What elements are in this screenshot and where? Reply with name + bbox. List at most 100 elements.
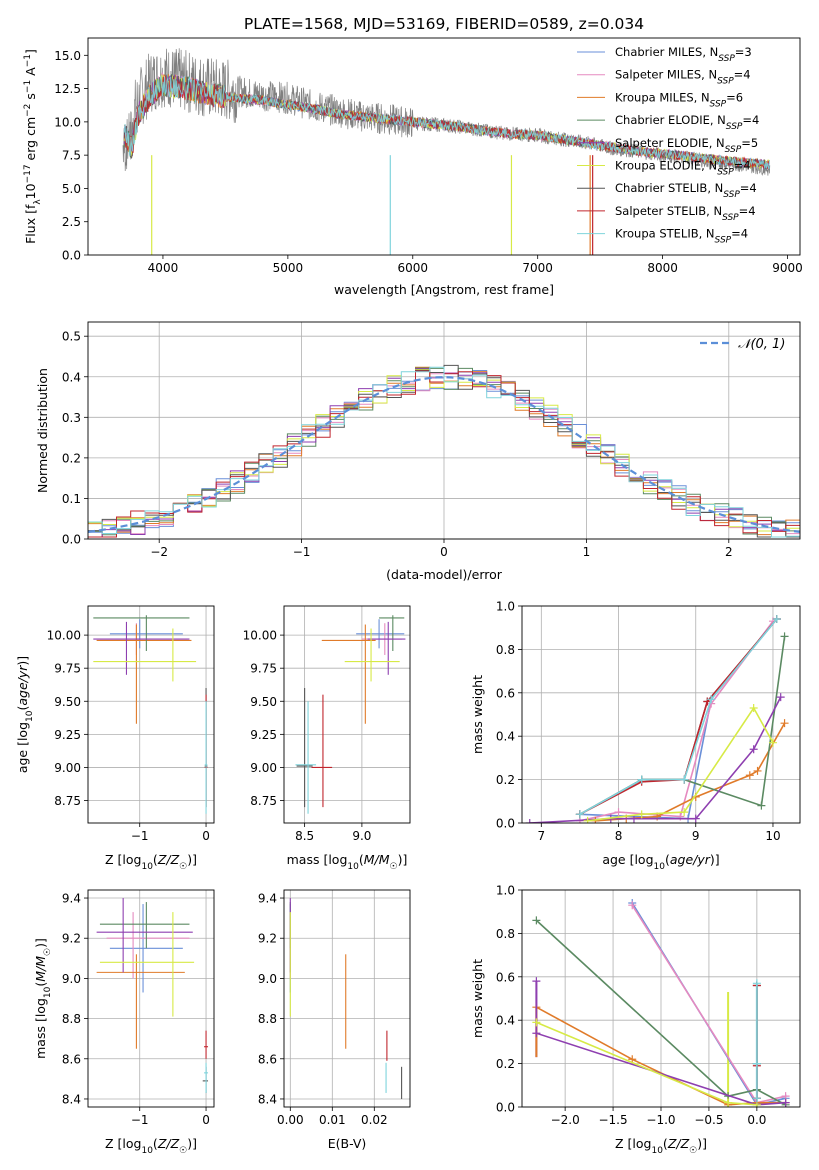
histogram-step-line	[88, 366, 800, 538]
x-tick-label: 7000	[522, 261, 553, 275]
age-vs-Z-plot-area	[93, 615, 208, 814]
y-tick-label: 8.75	[250, 794, 277, 808]
x-tick-label: −2	[150, 545, 168, 559]
series-marker	[614, 808, 623, 817]
mass-vs-Z-plot-area	[96, 898, 209, 1093]
y-tick-label: 0.2	[496, 773, 515, 787]
y-tick-label: 9.25	[54, 728, 81, 742]
series-marker	[749, 745, 758, 754]
x-axis-label: (data-model)/error	[386, 567, 503, 582]
x-tick-label: 7	[537, 829, 545, 843]
y-tick-label: 9.00	[250, 761, 277, 775]
y-tick-label: 0.0	[496, 817, 515, 831]
y-axis-label: mass weight	[470, 675, 485, 754]
x-tick-label: 2	[725, 545, 733, 559]
axes-frame	[87, 605, 215, 824]
x-tick-label: 0.0	[747, 1113, 766, 1127]
mass-weight-vs-age-plot-area	[525, 615, 789, 823]
legend-entry: Kroupa MILES, NSSP=6	[615, 90, 743, 109]
x-axis-label: E(B-V)	[328, 1136, 367, 1151]
axes-frame	[87, 889, 215, 1108]
series-marker	[637, 810, 646, 819]
y-tick-label: 0.4	[496, 730, 515, 744]
y-tick-label: 0.0	[496, 1101, 515, 1115]
series-marker	[780, 719, 789, 728]
y-tick-label: 0.4	[62, 370, 81, 384]
series-marker	[752, 979, 761, 988]
series-marker	[583, 816, 592, 823]
series-marker	[757, 801, 766, 810]
series-marker	[532, 1018, 541, 1027]
axes-frame	[521, 605, 801, 824]
x-axis-label: mass [log10(M/M☉)]	[287, 852, 408, 872]
y-tick-label: 0.6	[496, 970, 515, 984]
mass-vs-ebv-panel: 0.00 0.01 0.02 8.4 8.6 8.8 9.0 9.2 9.4 E(B-V)	[258, 889, 411, 1151]
axes-frame	[283, 605, 411, 824]
x-tick-label: 8	[615, 829, 623, 843]
y-tick-label: 9.00	[54, 761, 81, 775]
y-tick-label: 0.8	[496, 927, 515, 941]
y-tick-label: 9.0	[62, 972, 81, 986]
y-tick-label: 8.4	[258, 1092, 277, 1106]
spectrum-model-line	[123, 74, 770, 169]
series-marker	[780, 632, 789, 641]
axes-frame	[283, 889, 411, 1108]
x-tick-label: −2.0	[551, 1113, 580, 1127]
y-tick-label: 0.4	[496, 1014, 515, 1028]
legend-entry: Salpeter MILES, NSSP=4	[615, 68, 751, 87]
axes-frame	[87, 321, 801, 540]
legend-entry: Salpeter STELIB, NSSP=4	[615, 204, 756, 223]
y-tick-label: 0.0	[62, 533, 81, 547]
y-axis-label: Normed distribution	[35, 368, 50, 493]
series-marker	[680, 775, 689, 784]
y-tick-label: 9.2	[62, 932, 81, 946]
mass-vs-ebv-plot-area	[289, 898, 403, 1099]
y-tick-label: 0.3	[62, 411, 81, 425]
y-tick-label: 0.1	[62, 492, 81, 506]
mass-vs-Z-panel: −1 0 8.4 8.6 8.8 9.0 9.2 9.4 Z [log10(Z/Z☉)] mass…	[33, 889, 215, 1156]
legend-entry: Salpeter ELODIE, NSSP=5	[615, 136, 758, 155]
x-tick-label: −0.5	[694, 1113, 723, 1127]
gaussian-curve	[88, 376, 800, 533]
legend-entry: Kroupa ELODIE, NSSP=4	[615, 159, 751, 178]
series-marker	[752, 1059, 761, 1068]
x-axis-label: wavelength [Angstrom, rest frame]	[334, 282, 554, 297]
spectrum-plot-area	[122, 48, 771, 255]
x-axis-label: Z [log10(Z/Z☉)]	[615, 1136, 707, 1156]
y-tick-label: 9.50	[250, 695, 277, 709]
y-tick-label: 0.2	[496, 1057, 515, 1071]
y-tick-label: 10.00	[243, 629, 277, 643]
y-tick-label: 0.5	[62, 330, 81, 344]
legend-entry: Kroupa STELIB, NSSP=4	[615, 227, 748, 246]
y-tick-label: 9.4	[62, 892, 81, 906]
y-tick-label: 10.0	[54, 115, 81, 129]
y-tick-label: 8.75	[54, 794, 81, 808]
series-line	[587, 706, 774, 822]
x-tick-label: 9	[692, 829, 700, 843]
y-tick-label: 9.75	[250, 662, 277, 676]
histogram-plot-area	[88, 364, 800, 538]
y-tick-label: 9.0	[258, 972, 277, 986]
y-axis-label: mass weight	[470, 959, 485, 1038]
legend-entry: Chabrier STELIB, NSSP=4	[615, 181, 757, 200]
legend-entry: 𝒩(0, 1)	[738, 337, 785, 352]
series-marker	[772, 615, 781, 624]
series-marker	[575, 810, 584, 819]
y-tick-label: 5.0	[62, 182, 81, 196]
y-tick-label: 9.4	[258, 892, 277, 906]
y-tick-label: 9.75	[54, 662, 81, 676]
mass-weight-vs-Z-panel: −2.0 −1.5 −1.0 −0.5 0.0 0.0 0.2 0.4 0.6 0.8 1.0 Z […	[470, 884, 801, 1156]
x-tick-label: 5000	[273, 261, 304, 275]
y-tick-label: 7.5	[62, 149, 81, 163]
x-tick-label: 0	[202, 829, 210, 843]
series-line	[579, 620, 774, 822]
x-tick-label: −1	[131, 1113, 149, 1127]
y-tick-label: 12.5	[54, 82, 81, 96]
series-marker	[749, 703, 758, 712]
x-tick-label: 6000	[397, 261, 428, 275]
axes-frame	[87, 37, 801, 256]
y-tick-label: 9.25	[250, 728, 277, 742]
series-marker	[724, 1098, 733, 1107]
series-marker	[637, 775, 646, 784]
